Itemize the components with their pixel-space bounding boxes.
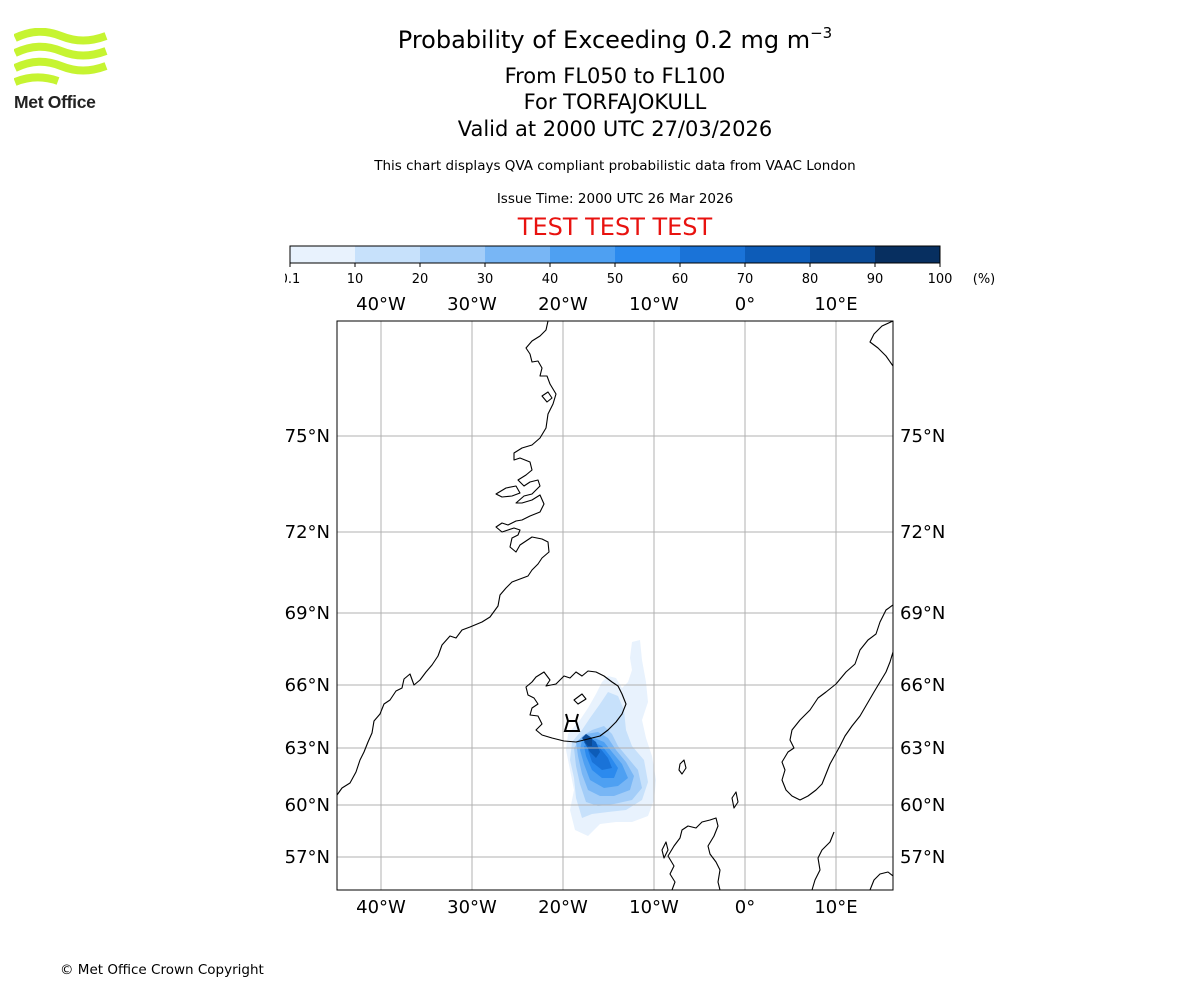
coastline-faroe-islands: [678, 759, 687, 775]
valid-time: Valid at 2000 UTC 27/03/2026: [457, 117, 773, 141]
colorbar-box: [550, 246, 616, 263]
latitude-label-left: 69°N: [285, 603, 330, 624]
latitude-label-right: 69°N: [900, 603, 945, 624]
volcano-icon: [563, 713, 581, 732]
colorbar-tick-label: 100: [928, 272, 953, 287]
coastline-greenland-islands: [495, 485, 521, 498]
copyright-notice: © Met Office Crown Copyright: [60, 962, 264, 978]
latitude-label-right: 72°N: [900, 522, 945, 543]
plume-probability-band: [582, 734, 592, 746]
longitude-label-bottom: 0°: [735, 897, 755, 918]
colorbar-box: [810, 246, 876, 263]
latitude-label-right: 57°N: [900, 847, 945, 868]
longitude-label-top: 10°E: [814, 294, 857, 315]
coastlines: [337, 321, 893, 890]
coastline-hebrides: [661, 841, 669, 859]
colorbar-tick-label: 80: [802, 272, 819, 287]
coastline-scotland: [667, 817, 721, 890]
colorbar-box: [875, 246, 941, 263]
colorbar-tick-label: 40: [542, 272, 559, 287]
longitude-label-bottom: 20°W: [538, 897, 588, 918]
colorbar-unit: (%): [973, 272, 996, 287]
probability-map: 40°W 30°W 20°W 10°W 0° 10°E 40°W 30°W 20°W 10°W 0…: [285, 294, 946, 918]
coastline-denmark: [869, 871, 893, 890]
colorbar-tick-label: 50: [607, 272, 624, 287]
longitude-label-top: 10°W: [629, 294, 679, 315]
coastline-greenland: [337, 321, 557, 796]
longitude-label-top: 30°W: [447, 294, 497, 315]
longitude-label-top: 20°W: [538, 294, 588, 315]
flight-level-range: From FL050 to FL100: [504, 64, 726, 88]
longitude-label-top: 40°W: [356, 294, 406, 315]
longitude-label-top: 0°: [735, 294, 755, 315]
graticule: [337, 321, 893, 890]
longitude-label-bottom: 10°E: [814, 897, 857, 918]
coastline-shetland: [731, 791, 739, 809]
logo-wave: [14, 57, 108, 75]
longitude-label-bottom: 40°W: [356, 897, 406, 918]
coastline-greenland-islands: [573, 693, 587, 705]
met-office-logo: [14, 28, 108, 86]
colorbar-tick-label: 30: [477, 272, 494, 287]
ash-probability-plume: [566, 640, 656, 836]
colorbar-tick-label: 0.1: [285, 272, 300, 287]
colorbar-box: [615, 246, 681, 263]
colorbar-box: [745, 246, 811, 263]
coastline-norway: [781, 604, 893, 801]
chart-title: Probability of Exceeding 0.2 mg m−3: [265, 24, 965, 55]
colorbar-tick-label: 20: [412, 272, 429, 287]
chart-title-text: Probability of Exceeding 0.2 mg m: [397, 26, 811, 54]
chart-title-superscript: −3: [810, 24, 833, 42]
latitude-label-right: 60°N: [900, 795, 945, 816]
colorbar-box: [290, 246, 356, 263]
latitude-label-left: 66°N: [285, 675, 330, 696]
coastline-greenland-islands: [541, 391, 553, 403]
colorbar-box: [355, 246, 421, 263]
volcano-name: For TORFAJOKULL: [523, 90, 707, 114]
latitude-label-right: 66°N: [900, 675, 945, 696]
coastline-sweden: [811, 831, 835, 890]
issue-time: Issue Time: 2000 UTC 26 Mar 2026: [496, 191, 734, 207]
latitude-label-right: 63°N: [900, 738, 945, 759]
colorbar-tick-label: 60: [672, 272, 689, 287]
test-banner: TEST TEST TEST: [517, 213, 713, 241]
coastline-iceland: [525, 670, 627, 743]
colorbar-box: [485, 246, 551, 263]
colorbar-tick-label: 90: [867, 272, 884, 287]
map-frame: [336, 320, 894, 891]
latitude-label-left: 57°N: [285, 847, 330, 868]
latitude-label-left: 63°N: [285, 738, 330, 759]
latitude-label-left: 72°N: [285, 522, 330, 543]
logo-wave: [14, 28, 108, 45]
latitude-label-right: 75°N: [900, 426, 945, 447]
met-office-logo-text: Met Office: [14, 92, 96, 112]
longitude-label-bottom: 10°W: [629, 897, 679, 918]
logo-wave: [14, 73, 60, 86]
colorbar-box: [680, 246, 746, 263]
colorbar-tick-label: 10: [347, 272, 364, 287]
latitude-label-left: 60°N: [285, 795, 330, 816]
latitude-label-left: 75°N: [285, 426, 330, 447]
longitude-label-bottom: 30°W: [447, 897, 497, 918]
colorbar-box: [420, 246, 486, 263]
compliance-note: This chart displays QVA compliant probab…: [374, 158, 856, 174]
colorbar-tick-label: 70: [737, 272, 754, 287]
colorbar: 0.1 10 20 30 40 50 60 70 80 90 100 (%): [285, 245, 996, 287]
logo-wave: [14, 42, 108, 60]
coastline-svalbard: [869, 321, 893, 367]
